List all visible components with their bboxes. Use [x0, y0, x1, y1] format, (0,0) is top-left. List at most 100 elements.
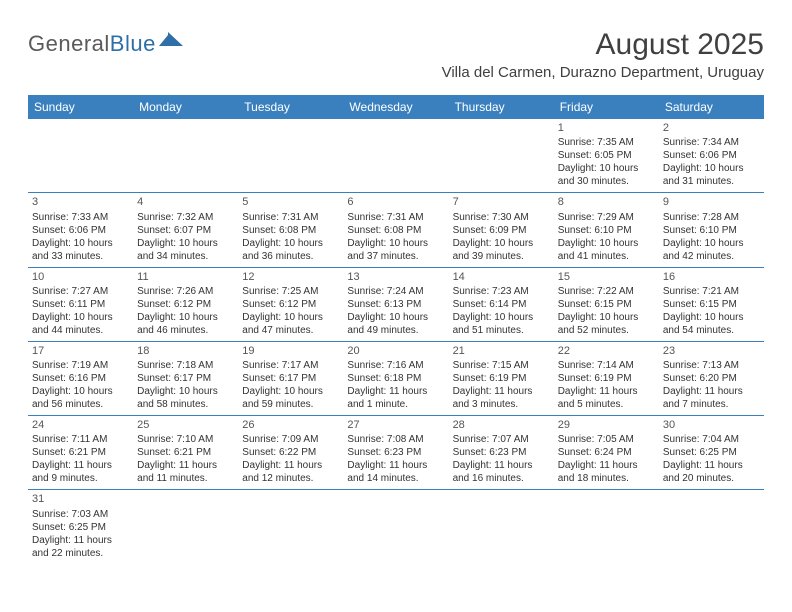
- sunset-text: Sunset: 6:15 PM: [558, 298, 655, 311]
- daylight-text: and 44 minutes.: [32, 324, 129, 337]
- sunset-text: Sunset: 6:16 PM: [32, 372, 129, 385]
- daylight-text: and 33 minutes.: [32, 250, 129, 263]
- week-row: 3Sunrise: 7:33 AMSunset: 6:06 PMDaylight…: [28, 193, 764, 267]
- sunset-text: Sunset: 6:19 PM: [453, 372, 550, 385]
- empty-cell: [449, 490, 554, 563]
- day-cell: 24Sunrise: 7:11 AMSunset: 6:21 PMDayligh…: [28, 416, 133, 489]
- day-cell: 27Sunrise: 7:08 AMSunset: 6:23 PMDayligh…: [343, 416, 448, 489]
- sunrise-text: Sunrise: 7:11 AM: [32, 433, 129, 446]
- daylight-text: and 34 minutes.: [137, 250, 234, 263]
- daylight-text: and 41 minutes.: [558, 250, 655, 263]
- day-header: Wednesday: [343, 95, 448, 119]
- sunrise-text: Sunrise: 7:30 AM: [453, 211, 550, 224]
- daylight-text: and 16 minutes.: [453, 472, 550, 485]
- daylight-text: Daylight: 11 hours: [242, 459, 339, 472]
- daylight-text: and 37 minutes.: [347, 250, 444, 263]
- daylight-text: Daylight: 10 hours: [32, 237, 129, 250]
- daylight-text: and 9 minutes.: [32, 472, 129, 485]
- day-number: 23: [663, 344, 760, 358]
- day-cell: 29Sunrise: 7:05 AMSunset: 6:24 PMDayligh…: [554, 416, 659, 489]
- daylight-text: and 47 minutes.: [242, 324, 339, 337]
- week-row: 24Sunrise: 7:11 AMSunset: 6:21 PMDayligh…: [28, 416, 764, 490]
- daylight-text: Daylight: 11 hours: [663, 385, 760, 398]
- day-number: 20: [347, 344, 444, 358]
- day-number: 10: [32, 270, 129, 284]
- sunrise-text: Sunrise: 7:27 AM: [32, 285, 129, 298]
- daylight-text: Daylight: 11 hours: [453, 385, 550, 398]
- day-number: 8: [558, 195, 655, 209]
- day-number: 5: [242, 195, 339, 209]
- sunrise-text: Sunrise: 7:35 AM: [558, 136, 655, 149]
- sunrise-text: Sunrise: 7:03 AM: [32, 508, 129, 521]
- day-cell: 30Sunrise: 7:04 AMSunset: 6:25 PMDayligh…: [659, 416, 764, 489]
- weeks-container: 1Sunrise: 7:35 AMSunset: 6:05 PMDaylight…: [28, 119, 764, 564]
- daylight-text: Daylight: 11 hours: [32, 534, 129, 547]
- sunrise-text: Sunrise: 7:34 AM: [663, 136, 760, 149]
- day-cell: 8Sunrise: 7:29 AMSunset: 6:10 PMDaylight…: [554, 193, 659, 266]
- sunset-text: Sunset: 6:12 PM: [137, 298, 234, 311]
- day-number: 2: [663, 121, 760, 135]
- daylight-text: Daylight: 11 hours: [347, 459, 444, 472]
- daylight-text: Daylight: 11 hours: [32, 459, 129, 472]
- day-number: 4: [137, 195, 234, 209]
- sunset-text: Sunset: 6:23 PM: [453, 446, 550, 459]
- daylight-text: Daylight: 11 hours: [558, 385, 655, 398]
- day-header-row: Sunday Monday Tuesday Wednesday Thursday…: [28, 95, 764, 119]
- day-cell: 28Sunrise: 7:07 AMSunset: 6:23 PMDayligh…: [449, 416, 554, 489]
- sunrise-text: Sunrise: 7:16 AM: [347, 359, 444, 372]
- day-number: 31: [32, 492, 129, 506]
- logo-text-1: General: [28, 31, 110, 57]
- flag-icon: [159, 28, 185, 54]
- sunset-text: Sunset: 6:08 PM: [242, 224, 339, 237]
- day-cell: 25Sunrise: 7:10 AMSunset: 6:21 PMDayligh…: [133, 416, 238, 489]
- sunset-text: Sunset: 6:19 PM: [558, 372, 655, 385]
- daylight-text: and 11 minutes.: [137, 472, 234, 485]
- empty-cell: [238, 119, 343, 192]
- day-number: 28: [453, 418, 550, 432]
- day-cell: 10Sunrise: 7:27 AMSunset: 6:11 PMDayligh…: [28, 268, 133, 341]
- day-number: 11: [137, 270, 234, 284]
- daylight-text: Daylight: 10 hours: [663, 311, 760, 324]
- daylight-text: Daylight: 11 hours: [347, 385, 444, 398]
- daylight-text: Daylight: 10 hours: [558, 237, 655, 250]
- day-header: Friday: [554, 95, 659, 119]
- sunset-text: Sunset: 6:17 PM: [242, 372, 339, 385]
- sunrise-text: Sunrise: 7:14 AM: [558, 359, 655, 372]
- sunset-text: Sunset: 6:07 PM: [137, 224, 234, 237]
- day-number: 9: [663, 195, 760, 209]
- sunrise-text: Sunrise: 7:23 AM: [453, 285, 550, 298]
- daylight-text: and 20 minutes.: [663, 472, 760, 485]
- daylight-text: Daylight: 11 hours: [453, 459, 550, 472]
- empty-cell: [133, 490, 238, 563]
- week-row: 10Sunrise: 7:27 AMSunset: 6:11 PM Dayligh…: [28, 268, 764, 342]
- daylight-text: and 39 minutes.: [453, 250, 550, 263]
- empty-cell: [238, 490, 343, 563]
- sunset-text: Sunset: 6:11 PM: [32, 298, 129, 311]
- daylight-text: Daylight: 10 hours: [242, 237, 339, 250]
- sunset-text: Sunset: 6:21 PM: [137, 446, 234, 459]
- week-row: 1Sunrise: 7:35 AMSunset: 6:05 PMDaylight…: [28, 119, 764, 193]
- sunset-text: Sunset: 6:06 PM: [32, 224, 129, 237]
- day-number: 19: [242, 344, 339, 358]
- sunset-text: Sunset: 6:12 PM: [242, 298, 339, 311]
- sunrise-text: Sunrise: 7:18 AM: [137, 359, 234, 372]
- day-cell: 14Sunrise: 7:23 AMSunset: 6:14 PMDayligh…: [449, 268, 554, 341]
- sunrise-text: Sunrise: 7:08 AM: [347, 433, 444, 446]
- daylight-text: Daylight: 11 hours: [137, 459, 234, 472]
- day-number: 7: [453, 195, 550, 209]
- daylight-text: Daylight: 10 hours: [32, 385, 129, 398]
- sunrise-text: Sunrise: 7:21 AM: [663, 285, 760, 298]
- daylight-text: and 22 minutes.: [32, 547, 129, 560]
- day-cell: 17Sunrise: 7:19 AMSunset: 6:16 PMDayligh…: [28, 342, 133, 415]
- empty-cell: [659, 490, 764, 563]
- day-number: 26: [242, 418, 339, 432]
- daylight-text: and 7 minutes.: [663, 398, 760, 411]
- day-number: 14: [453, 270, 550, 284]
- day-cell: 23Sunrise: 7:13 AMSunset: 6:20 PMDayligh…: [659, 342, 764, 415]
- daylight-text: Daylight: 10 hours: [558, 162, 655, 175]
- daylight-text: and 30 minutes.: [558, 175, 655, 188]
- daylight-text: and 51 minutes.: [453, 324, 550, 337]
- day-cell: 12Sunrise: 7:25 AMSunset: 6:12 PMDayligh…: [238, 268, 343, 341]
- sunset-text: Sunset: 6:08 PM: [347, 224, 444, 237]
- daylight-text: and 42 minutes.: [663, 250, 760, 263]
